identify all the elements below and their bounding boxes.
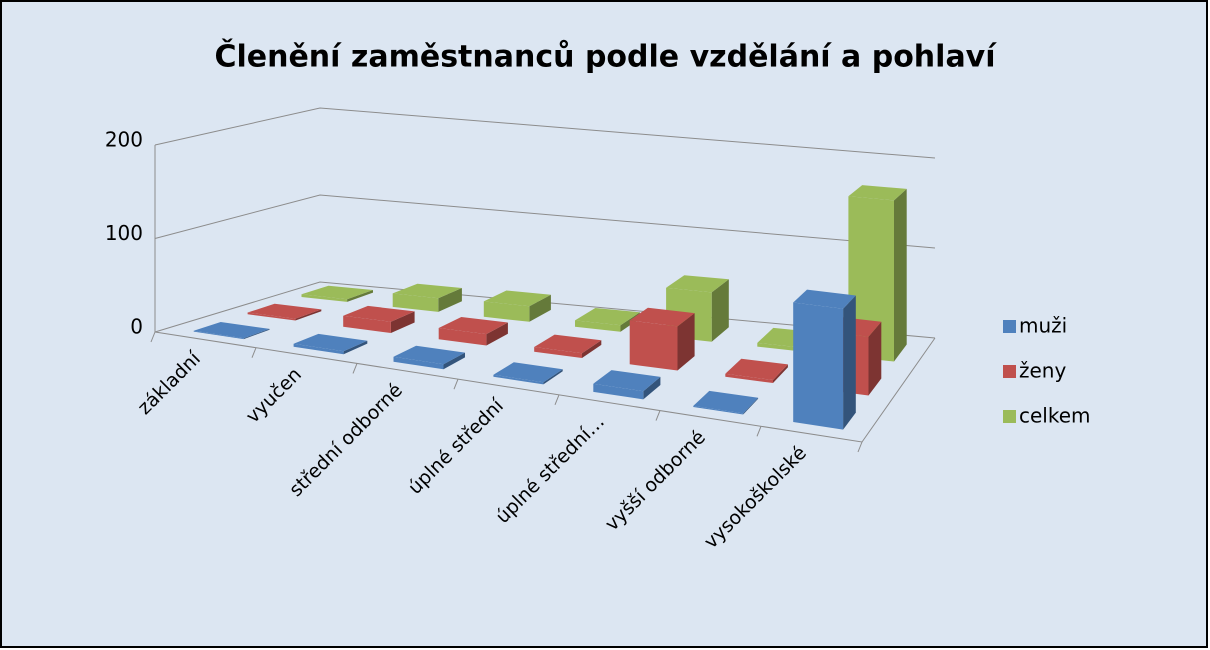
bar (725, 358, 788, 383)
bar-top (193, 322, 270, 339)
bar-right (343, 340, 368, 355)
x-tick (352, 363, 358, 374)
bar (493, 362, 563, 385)
bar-front (757, 342, 803, 352)
bar-front (343, 315, 391, 333)
bar-top (493, 362, 563, 383)
y-tick-label: 200 (105, 128, 143, 152)
bar-top (247, 303, 322, 319)
bar-right (529, 294, 551, 322)
legend-label: ženy (1019, 359, 1066, 383)
bar-right (543, 369, 563, 385)
bar-front (575, 320, 621, 332)
grid-line (154, 194, 936, 249)
legend-label: muži (1019, 314, 1067, 338)
bar-right (773, 364, 788, 383)
bar (293, 333, 368, 355)
x-tick (453, 378, 459, 390)
bar-right (643, 376, 661, 400)
bar-right (443, 352, 465, 370)
bar (392, 283, 462, 312)
bar-right (843, 295, 856, 430)
bar-right (677, 313, 695, 371)
bar-top (693, 390, 759, 414)
bar-top (793, 289, 856, 309)
legend-swatch (1003, 410, 1016, 423)
bar (793, 289, 856, 430)
bar-right (390, 311, 415, 333)
bar-front (483, 301, 530, 322)
bar-right (711, 279, 729, 342)
bar-front (193, 330, 244, 340)
bar-right (243, 328, 270, 340)
bar-front (793, 302, 844, 430)
bar-top (534, 334, 602, 354)
bar-top (301, 285, 373, 300)
bar-top (593, 370, 661, 392)
bar-top (725, 358, 788, 380)
bar (593, 370, 661, 400)
bar (393, 345, 465, 370)
bar (629, 307, 695, 371)
bar-right (295, 309, 322, 321)
y-tick-label: 100 (105, 221, 143, 245)
x-tick (756, 426, 762, 437)
bar-right (347, 290, 373, 302)
bar (247, 303, 322, 321)
bar-top (392, 283, 462, 299)
x-tick (554, 394, 560, 406)
bar (193, 322, 270, 340)
bar-right (486, 322, 508, 346)
bar (534, 334, 602, 358)
bar (483, 290, 551, 322)
bar-top (848, 185, 907, 201)
bar (301, 285, 373, 302)
bar (343, 305, 415, 333)
bar-front (693, 405, 744, 415)
grid-line (154, 281, 936, 339)
bar-top (293, 333, 368, 352)
bar-top (666, 275, 729, 293)
bar-top (629, 307, 695, 327)
bar-top (393, 345, 465, 365)
x-tick (150, 331, 156, 343)
bar-front (247, 312, 296, 321)
x-tick (857, 441, 863, 453)
bar-top (483, 290, 551, 307)
bar-front (534, 347, 582, 358)
grid-line (154, 107, 936, 159)
x-tick (655, 410, 661, 421)
bar-right (894, 188, 907, 362)
bar-front (725, 373, 773, 383)
bar-front (301, 294, 348, 302)
legend-swatch (1003, 320, 1016, 333)
bar-right (582, 340, 602, 358)
bar-right (743, 397, 759, 415)
bar-front (438, 328, 487, 346)
bar (438, 317, 508, 346)
bar-top (575, 308, 640, 326)
bar-front (629, 320, 678, 371)
bar-top (343, 305, 415, 322)
x-tick (251, 347, 257, 358)
bar-front (593, 383, 644, 400)
bar-front (293, 343, 344, 355)
bar-right (868, 321, 882, 396)
chart-title: Členění zaměstnanců podle vzdělání a poh… (214, 38, 997, 75)
legend-swatch (1003, 365, 1016, 378)
bar-right (438, 288, 462, 312)
bar-front (393, 356, 444, 370)
bar-front (392, 293, 439, 312)
bar-front (493, 374, 544, 385)
y-tick-label: 0 (130, 315, 143, 339)
legend-label: celkem (1019, 404, 1091, 428)
bar (693, 390, 759, 415)
bar-top (438, 317, 508, 335)
